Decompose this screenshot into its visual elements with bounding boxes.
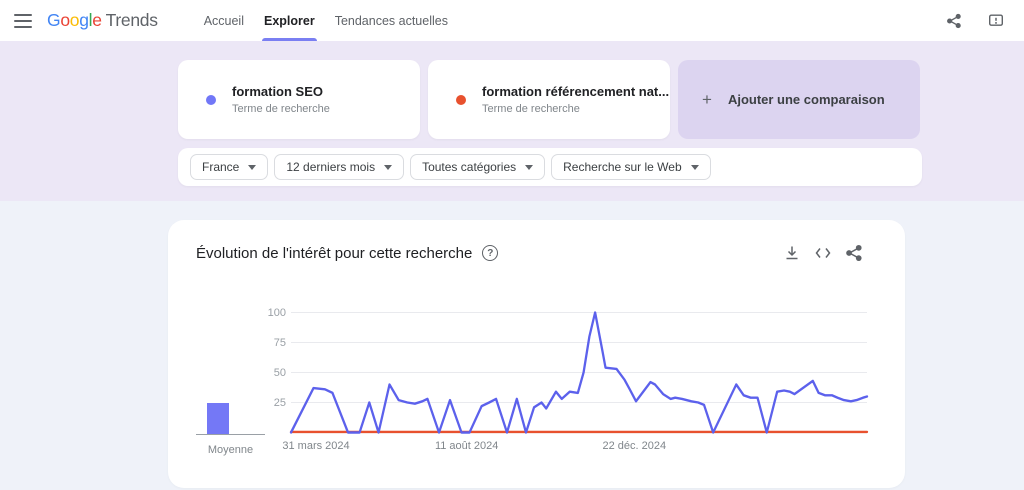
- logo-letter: o: [60, 10, 70, 30]
- nav-item-tendances-actuelles[interactable]: Tendances actuelles: [334, 13, 448, 28]
- y-axis: 25 50 75 100: [265, 307, 291, 460]
- app-header: Google Trends Accueil Explorer Tendances a…: [0, 0, 1024, 41]
- trend-lines: [289, 311, 869, 434]
- term-card[interactable]: formation référencement nat... Terme de r…: [428, 60, 670, 139]
- chart-title: Évolution de l'intérêt pour cette recher…: [196, 244, 473, 262]
- share-icon[interactable]: [845, 244, 863, 262]
- google-trends-logo[interactable]: Google Trends: [47, 10, 158, 31]
- term-type-label: Terme de recherche: [232, 103, 330, 115]
- term-label: formation SEO: [232, 84, 324, 99]
- average-bar: [207, 402, 229, 434]
- dropdown-caret-icon: [248, 164, 257, 170]
- download-icon[interactable]: [783, 244, 801, 262]
- y-tick-label: 50: [273, 366, 286, 379]
- term-card[interactable]: formation SEO Terme de recherche: [178, 60, 420, 139]
- y-tick-label: 75: [273, 336, 286, 349]
- nav-item-explorer[interactable]: Explorer: [254, 0, 325, 41]
- logo-letter: G: [47, 10, 61, 30]
- add-comparison-label: Ajouter une comparaison: [727, 92, 885, 107]
- dropdown-caret-icon: [525, 164, 534, 170]
- help-icon[interactable]: ?: [482, 245, 499, 261]
- dropdown-caret-icon: [384, 164, 393, 170]
- chart-actions: [783, 244, 877, 262]
- series-color-dot: [456, 94, 466, 105]
- google-logo-text: Google: [47, 10, 102, 31]
- main-content: Évolution de l'intérêt pour cette recher…: [0, 201, 1024, 488]
- logo-letter: l: [88, 10, 93, 30]
- logo-letter: g: [79, 10, 89, 30]
- filter-bar: France 12 derniers mois Toutes catégories R…: [178, 148, 922, 186]
- average-baseline: [196, 434, 265, 435]
- dropdown-caret-icon: [690, 164, 699, 170]
- add-comparison-button[interactable]: + Ajouter une comparaison: [678, 60, 920, 139]
- comparison-section: formation SEO Terme de recherche formation…: [0, 41, 1024, 201]
- term-type-label: Terme de recherche: [482, 103, 580, 115]
- chart-card-header: Évolution de l'intérêt pour cette recher…: [196, 244, 877, 262]
- x-tick-label: 11 août 2024: [434, 440, 499, 452]
- average-label: Moyenne: [207, 444, 254, 456]
- menu-icon[interactable]: [14, 13, 32, 28]
- interest-chart: Moyenne 25 50 75 100 31 mars 2024 11 août 20…: [196, 307, 877, 460]
- filter-dropdown-france[interactable]: France: [190, 154, 269, 180]
- plus-icon: +: [702, 89, 712, 109]
- filter-label: France: [202, 160, 240, 174]
- x-tick-label: 31 mars 2024: [282, 440, 350, 452]
- header-actions: [946, 0, 1004, 41]
- trends-logo-text: Trends: [105, 10, 158, 30]
- y-tick-label: 100: [267, 306, 286, 319]
- term-label: formation référencement nat...: [482, 84, 670, 99]
- logo-letter: o: [69, 10, 80, 30]
- series-color-dot: [206, 94, 216, 105]
- main-nav: Accueil Explorer Tendances actuelles: [194, 0, 458, 41]
- embed-icon[interactable]: [814, 244, 832, 262]
- filter-dropdown-12-derniers-mois[interactable]: 12 derniers mois: [274, 154, 405, 180]
- x-tick-label: 22 déc. 2024: [602, 440, 667, 452]
- nav-item-accueil[interactable]: Accueil: [203, 13, 244, 28]
- interest-over-time-card: Évolution de l'intérêt pour cette recher…: [168, 220, 905, 488]
- filter-dropdown-recherche-sur-le-web[interactable]: Recherche sur le Web: [551, 154, 711, 180]
- logo-letter: e: [92, 10, 102, 30]
- share-icon[interactable]: [946, 13, 962, 29]
- term-cards-row: formation SEO Terme de recherche formation…: [178, 60, 1024, 139]
- y-tick-label: 25: [273, 396, 286, 409]
- filter-dropdown-toutes-cat-gories[interactable]: Toutes catégories: [410, 154, 546, 180]
- filter-label: Recherche sur le Web: [563, 160, 682, 174]
- x-axis: 31 mars 2024 11 août 2024 22 déc. 2024: [282, 440, 867, 454]
- average-panel: Moyenne: [196, 312, 265, 460]
- feedback-icon[interactable]: [988, 13, 1004, 29]
- filter-label: 12 derniers mois: [286, 160, 376, 174]
- filter-label: Toutes catégories: [422, 160, 517, 174]
- plot-area: 31 mars 2024 11 août 2024 22 déc. 2024: [282, 311, 869, 460]
